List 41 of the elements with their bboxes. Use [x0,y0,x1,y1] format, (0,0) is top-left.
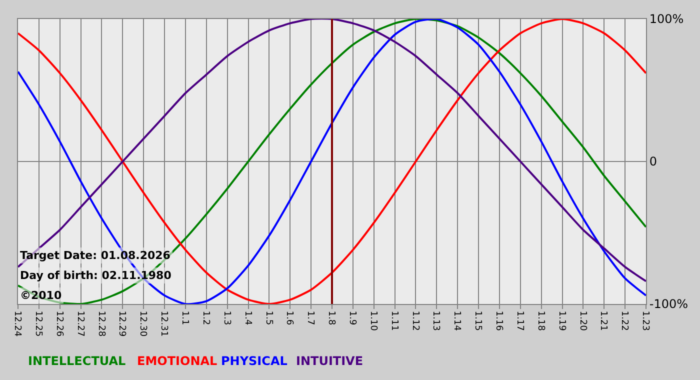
x-tick-label: 1.19 [556,310,566,332]
x-tick-label: 1.8 [326,310,336,326]
text: INTUITIVE [296,354,364,368]
x-tick-label: 1.16 [494,310,504,332]
x-tick-label: 1.14 [452,310,462,332]
annotation: ©2010 [20,289,62,302]
x-tick-label: 1.9 [347,310,358,326]
text: INTELLECTUAL [28,354,126,368]
x-tick-label: 1.17 [514,310,524,331]
x-tick-label: 1.21 [598,310,608,331]
x-tick-label: 1.11 [388,310,399,331]
x-tick-label: 12.26 [54,310,64,337]
x-tick-label: 1.4 [242,310,252,326]
x-tick-label: 12.31 [158,310,169,337]
x-tick-label: 1.15 [472,310,483,331]
x-tick-label: 12.28 [96,310,106,337]
x-tick-label: 1.23 [640,310,650,331]
x-tick-label: 1.12 [410,310,420,331]
x-tick-label: 1.18 [535,310,546,332]
x-tick-label: 12.29 [116,310,127,337]
x-tick-label: 1.2 [200,310,210,326]
text: PHYSICAL [221,354,288,368]
x-tick-label: 1.3 [221,310,232,326]
x-tick-label: 12.24 [12,310,22,337]
x-tick-label: 1.13 [430,310,441,331]
x-tick-label: 1.6 [284,310,294,326]
y-tick-label: 100% [649,12,684,26]
x-tick-label: 1.1 [180,310,190,326]
x-tick-label: 1.7 [305,310,316,326]
annotation: Day of birth: 02.11.1980 [20,269,172,282]
x-tick-label: 1.5 [263,310,274,326]
x-tick-label: 12.30 [138,310,148,337]
y-tick-label: -100% [649,297,688,312]
y-tick-label: 0 [649,154,658,169]
annotation: Target Date: 01.08.2026 [20,249,171,262]
x-tick-label: 12.27 [74,310,85,337]
text: EMOTIONAL [137,354,218,368]
x-tick-label: 1.10 [368,310,378,332]
x-tick-label: 12.25 [33,310,44,337]
x-tick-label: 1.22 [619,310,630,331]
x-tick-label: 1.20 [577,310,588,332]
